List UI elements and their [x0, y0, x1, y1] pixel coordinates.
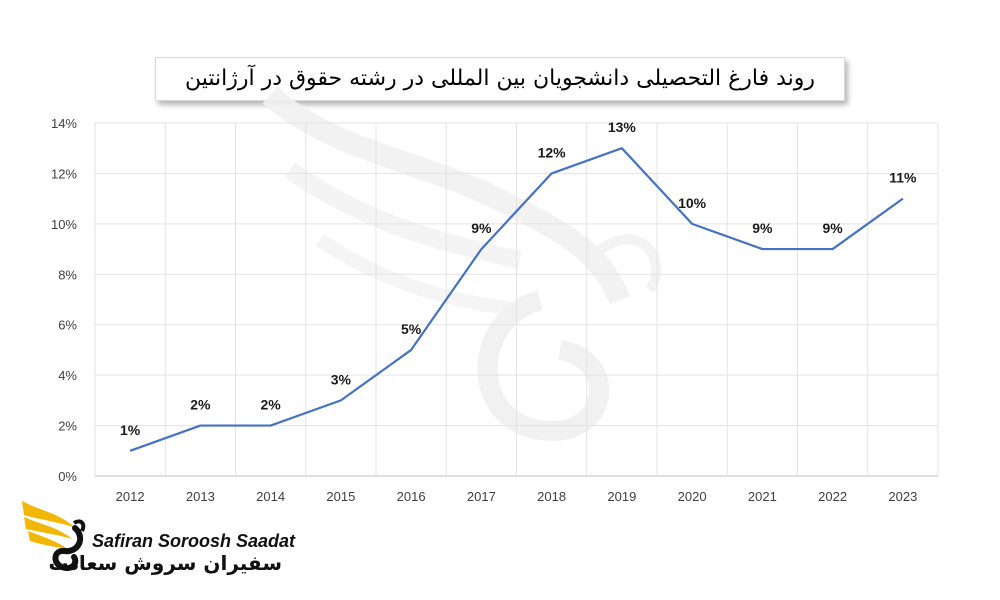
y-tick-label: 6%	[58, 318, 77, 333]
y-tick-label: 0%	[58, 469, 77, 484]
grid-lines	[94, 122, 939, 477]
series-line-group	[129, 147, 904, 452]
data-label: 11%	[889, 170, 917, 186]
x-tick-label: 2014	[256, 489, 285, 504]
x-tick-label: 2020	[678, 489, 707, 504]
x-tick-label: 2023	[888, 489, 917, 504]
x-tick-label: 2016	[397, 489, 426, 504]
data-label: 3%	[331, 371, 352, 387]
data-label: 2%	[261, 397, 282, 413]
x-axis-ticks: 2012 2013 2014 2015 2016 2017 2018 2019 2020 2021…	[116, 489, 918, 504]
x-tick-label: 2015	[326, 489, 355, 504]
x-tick-label: 2018	[537, 489, 566, 504]
data-label: 9%	[752, 220, 773, 236]
x-tick-label: 2012	[116, 489, 145, 504]
x-tick-label: 2022	[818, 489, 847, 504]
data-labels: 1% 2% 2% 3% 5% 9% 12% 13% 10% 9% 9% 11%	[120, 119, 917, 438]
data-label: 10%	[678, 195, 707, 211]
chart-title: روند فارغ التحصیلی دانشجویان بین المللی …	[155, 57, 845, 101]
y-tick-label: 4%	[58, 368, 77, 383]
x-tick-label: 2013	[186, 489, 215, 504]
data-label: 9%	[823, 220, 844, 236]
brand-bird-logo-icon	[22, 501, 86, 571]
y-tick-label: 10%	[51, 217, 77, 232]
data-label: 5%	[401, 321, 422, 337]
watermark-bird-logo	[262, 86, 662, 441]
data-label: 13%	[608, 119, 637, 135]
x-tick-label: 2021	[748, 489, 777, 504]
brand-name-persian: سفیران سروش سعادت	[48, 551, 283, 575]
y-tick-label: 8%	[58, 267, 77, 282]
y-axis-ticks: 0% 2% 4% 6% 8% 10% 12% 14%	[51, 116, 77, 484]
y-tick-label: 14%	[51, 116, 77, 131]
series-line	[129, 147, 904, 452]
y-tick-label: 12%	[51, 166, 77, 181]
data-label: 1%	[120, 422, 141, 438]
x-tick-label: 2019	[607, 489, 636, 504]
data-label: 2%	[190, 397, 211, 413]
brand-name-english: Safiran Soroosh Saadat	[92, 531, 296, 551]
x-tick-label: 2017	[467, 489, 496, 504]
data-label: 9%	[471, 220, 492, 236]
data-label: 12%	[538, 144, 567, 160]
y-tick-label: 2%	[58, 419, 77, 434]
